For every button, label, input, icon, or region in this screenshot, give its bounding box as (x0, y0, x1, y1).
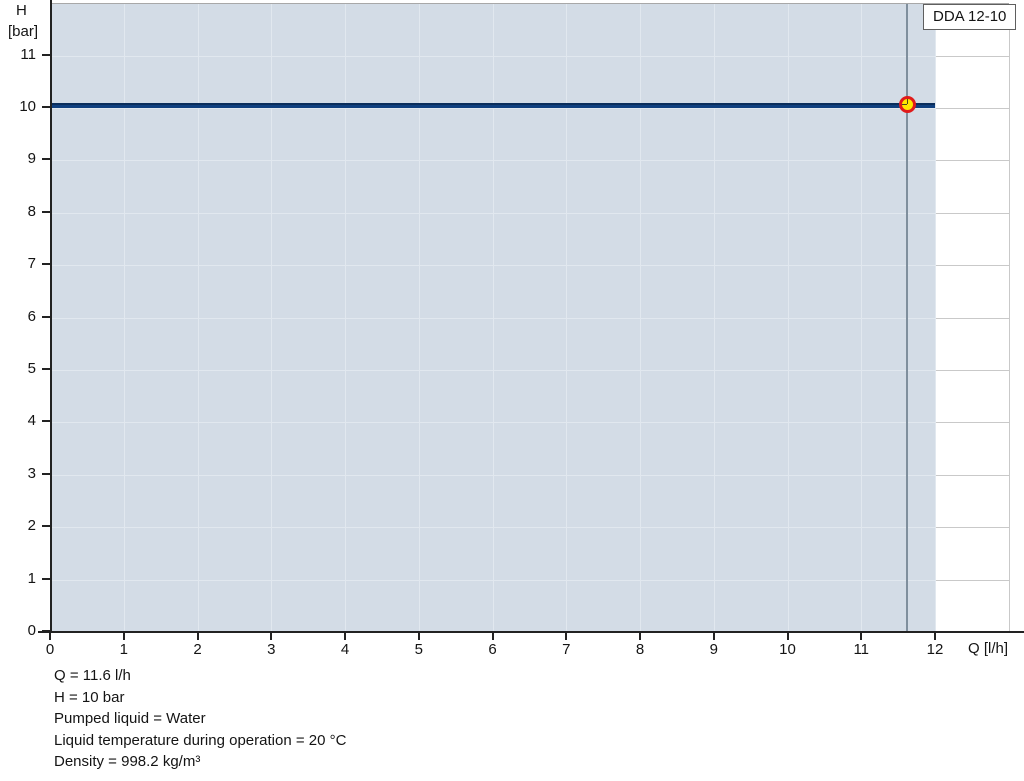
gridline-vertical (1008, 4, 1010, 632)
x-axis-tick-label: 1 (119, 641, 128, 658)
y-axis-tick (42, 368, 51, 370)
gridline-vertical-band (345, 4, 346, 632)
operating-point-crosshair-v (907, 99, 908, 104)
x-axis-tick (712, 631, 715, 640)
y-axis-tick (42, 263, 51, 266)
y-axis-tick-label: 10 (19, 98, 36, 115)
y-axis-tick (42, 472, 51, 475)
gridline-vertical-band (197, 4, 199, 632)
gridline-vertical-band (640, 4, 641, 632)
caption-line: Pumped liquid = Water (54, 710, 206, 727)
x-axis-tick-label: 9 (709, 641, 718, 658)
y-axis-title: H (16, 2, 27, 19)
y-axis-unit-label: [bar] (8, 23, 39, 40)
gridline-vertical-band (861, 4, 863, 632)
y-axis-tick (42, 630, 51, 632)
plot-area (50, 3, 1010, 633)
x-axis-tick (639, 631, 641, 640)
y-axis-tick-label: 2 (27, 517, 36, 535)
x-axis-tick (565, 631, 568, 640)
x-axis-tick (860, 631, 863, 640)
y-axis-tick (42, 420, 51, 423)
gridline-vertical-band (713, 4, 715, 632)
y-axis-tick-label: 1 (27, 569, 36, 587)
y-axis-tick-label: 4 (27, 412, 36, 430)
x-axis-tick-label: 4 (340, 641, 350, 658)
x-axis-tick-label: 3 (267, 641, 276, 658)
y-axis-tick-label: 6 (27, 307, 36, 325)
caption-line: Q = 11.6 l/h (54, 667, 131, 684)
caption-line: Liquid temperature during operation = 20… (54, 731, 347, 749)
gridline-vertical-band (566, 4, 568, 632)
x-axis-tick (270, 631, 273, 640)
x-axis-tick (417, 631, 420, 640)
x-axis-tick-label: 12 (926, 641, 944, 658)
y-axis-tick (42, 525, 51, 528)
x-axis-tick-label: 5 (414, 641, 423, 658)
x-axis-tick (196, 631, 199, 640)
y-axis-tick (42, 106, 51, 108)
y-axis-tick-label: 8 (27, 202, 36, 220)
x-axis-tick (49, 631, 51, 640)
y-axis-tick-label: 9 (27, 150, 36, 168)
x-axis-tick-label: 2 (193, 641, 202, 658)
caption-line: Density = 998.2 kg/m³ (54, 753, 201, 770)
y-axis-tick-label: 11 (20, 45, 36, 63)
gridline-vertical-band (271, 4, 273, 632)
y-axis-tick (42, 53, 51, 56)
gridline-vertical-band (935, 4, 936, 632)
x-axis-tick (344, 631, 346, 640)
pump-curve-shadow (50, 103, 935, 105)
y-axis-tick (42, 577, 51, 580)
x-axis-line (38, 631, 1024, 633)
gridline-vertical-band (492, 4, 494, 632)
x-axis-title: Q [l/h] (968, 640, 1009, 657)
x-axis-tick-label: 8 (635, 641, 645, 658)
y-axis-tick-label: 3 (27, 464, 36, 482)
y-axis-line (50, 0, 52, 632)
x-axis-tick-label: 6 (488, 641, 497, 658)
gridline-vertical-band (418, 4, 420, 632)
x-axis-tick-label: 10 (779, 641, 796, 658)
gridline-vertical-band (123, 4, 125, 632)
y-axis-tick (42, 315, 51, 318)
caption-line: H = 10 bar (54, 688, 125, 706)
pump-curve (50, 105, 935, 108)
x-axis-tick (934, 631, 936, 640)
legend-pump-model: DDA 12-10 (923, 4, 1017, 30)
y-axis-tick-label: 5 (27, 360, 36, 377)
y-axis-tick (42, 210, 51, 213)
x-axis-tick-label: 0 (45, 641, 55, 658)
x-axis-tick (122, 631, 125, 640)
chart-caption: Q = 11.6 l/h H = 10 bar Pumped liquid = Wa… (54, 665, 346, 773)
x-axis-tick (786, 631, 789, 640)
x-axis-tick (491, 631, 494, 640)
operating-point-guide-line (906, 4, 908, 632)
y-axis-tick (42, 158, 51, 161)
operating-point-crosshair-h (902, 104, 907, 105)
y-axis-tick-label: 0 (27, 622, 36, 639)
x-axis-tick-label: 7 (562, 641, 571, 658)
x-axis-tick-label: 11 (853, 641, 870, 658)
y-axis-tick-label: 7 (27, 255, 36, 273)
operating-point-marker[interactable] (899, 96, 916, 113)
gridline-vertical-band (787, 4, 789, 632)
